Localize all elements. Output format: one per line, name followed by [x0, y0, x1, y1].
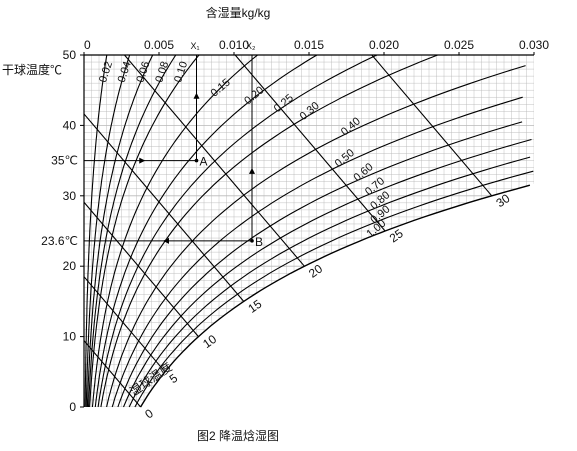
rh-curve: [100, 54, 438, 408]
x-tick-label: 0.025: [444, 38, 474, 52]
x-tick-label: 0: [84, 38, 91, 52]
rh-label: 0.08: [153, 60, 171, 84]
arrow-head: [249, 167, 255, 174]
rh-curve: [87, 54, 177, 408]
state-point: [250, 239, 254, 243]
y-tick-label: 10: [63, 330, 77, 344]
rh-label: 0.04: [116, 60, 134, 84]
x-tick-label: 0.015: [294, 38, 324, 52]
rh-label: 0.30: [298, 100, 322, 123]
y-tick-label: 20: [63, 259, 77, 273]
x-marker-label: X₁: [191, 41, 200, 51]
wet-bulb-tick-label: 15: [245, 297, 264, 316]
rh-curve: [117, 121, 523, 408]
process-lines: [84, 55, 255, 244]
arrow-head: [193, 92, 200, 99]
wet-bulb-tick-label: 10: [200, 332, 219, 351]
figure-caption: 图2 降温焓湿图: [197, 428, 279, 443]
t-marker-label: 35℃: [51, 154, 78, 168]
x-tick-label: 0.030: [519, 38, 549, 52]
axes: 0 10 20 30 40 50 0 0.005 0.010 0.015 0.020 0.025 0.0…: [63, 38, 550, 414]
rh-curve: [89, 54, 200, 408]
t-marker-label: 23.6℃: [41, 234, 78, 248]
wet-bulb-line: [83, 201, 199, 337]
rh-curve: [111, 96, 523, 408]
state-point-label: B: [255, 235, 263, 249]
rh-curve: [94, 54, 318, 408]
wet-bulb-line: [83, 113, 245, 302]
wet-bulb-line: [371, 54, 493, 197]
arrow-head: [139, 157, 146, 164]
y-axis-label: 干球温度℃: [2, 62, 62, 77]
chart-title: 含湿量kg/kg: [206, 5, 271, 20]
rh-curve: [97, 54, 378, 408]
rh-label: 0.02: [97, 60, 115, 84]
x-tick-label: 0.020: [369, 38, 399, 52]
y-tick-label: 40: [63, 118, 77, 132]
rh-curve: [134, 170, 534, 408]
y-tick-label: 30: [63, 189, 77, 203]
y-tick-label: 50: [63, 48, 77, 62]
x-tick-label: 0.010: [219, 38, 249, 52]
rh-curve: [84, 54, 108, 408]
x-marker-label: X₂: [246, 41, 256, 51]
wet-bulb-line: [124, 54, 305, 267]
arrow-head: [163, 237, 169, 244]
state-point: [194, 158, 199, 163]
rh-curve: [106, 65, 526, 408]
wet-bulb-tick-label: 0: [142, 406, 156, 421]
rh-curve: [85, 54, 131, 407]
rh-curve: [128, 156, 531, 408]
y-tick-label: 0: [69, 400, 76, 414]
rh-label: 0.06: [134, 60, 152, 84]
rh-curve: [139, 184, 531, 408]
wet-bulb-line: [234, 54, 386, 232]
rh-curve: [86, 54, 154, 408]
state-point-label: A: [200, 155, 208, 169]
rh-curve: [122, 138, 532, 408]
rh-label: 0.40: [339, 115, 363, 138]
rh-label: 0.50: [333, 147, 357, 170]
rh-label: 0.10: [172, 60, 190, 84]
x-tick-label: 0.005: [144, 38, 174, 52]
relative-humidity-curves: [84, 54, 534, 408]
rh-label: 1.00: [364, 217, 388, 240]
